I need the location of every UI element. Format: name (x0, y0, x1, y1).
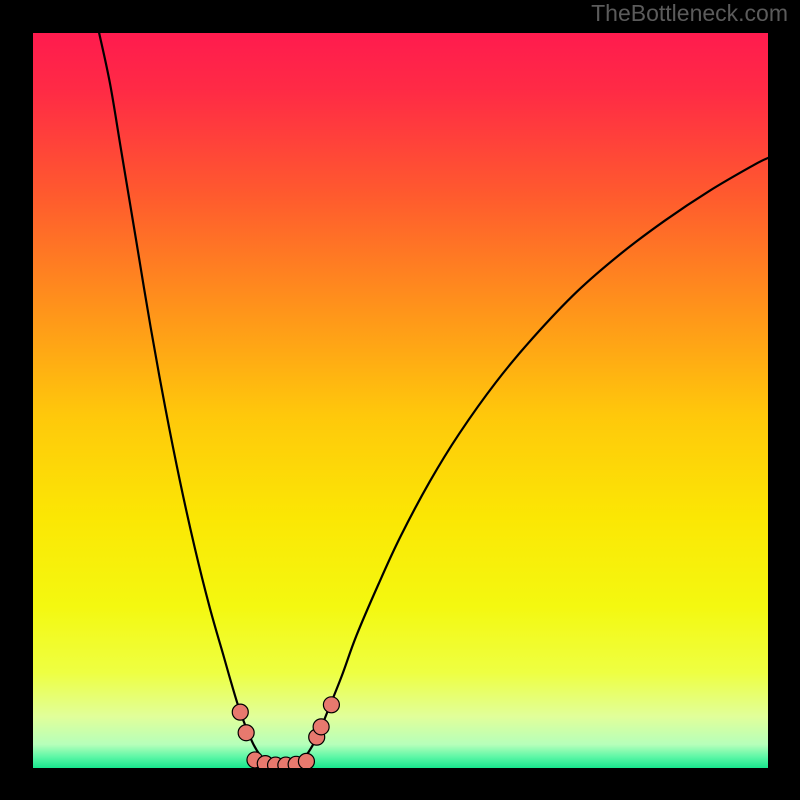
trough-marker (238, 725, 254, 741)
gradient-background (33, 33, 768, 768)
trough-marker (298, 753, 314, 769)
watermark-text: TheBottleneck.com (591, 0, 788, 27)
outer-frame: TheBottleneck.com (0, 0, 800, 800)
trough-marker (313, 719, 329, 735)
trough-marker (232, 704, 248, 720)
chart-svg (0, 0, 800, 800)
trough-marker (323, 697, 339, 713)
